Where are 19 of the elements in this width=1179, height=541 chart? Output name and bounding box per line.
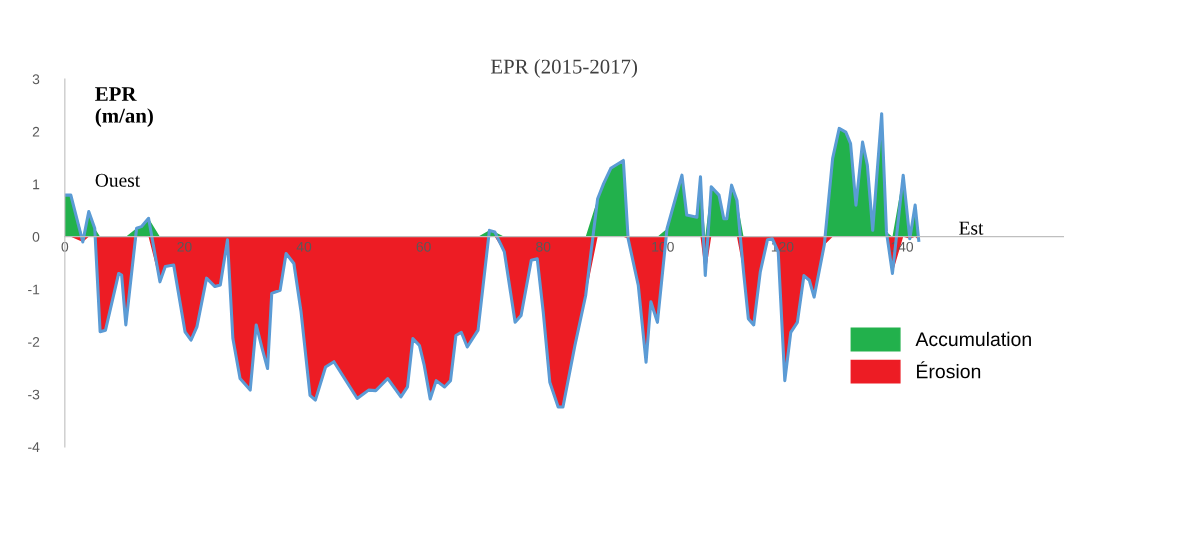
y-tick-label: 2 [32, 126, 40, 137]
x-tick-label: 0 [61, 241, 69, 252]
y-tick-label: 0 [32, 231, 40, 242]
y-tick-label: -4 [28, 442, 40, 452]
chart-title: EPR (2015-2017) [490, 58, 638, 78]
y-tick-label: 1 [33, 179, 40, 190]
y-tick-label: -3 [28, 389, 40, 400]
y-tick-label: -2 [28, 337, 40, 347]
x-tick-label: 60 [416, 241, 431, 252]
annotation: Ouest [95, 173, 141, 187]
annotation: Est [959, 221, 984, 235]
legend-label: Accumulation [915, 331, 1031, 347]
x-tick-label: 20 [177, 241, 192, 252]
legend-label: Érosion [917, 361, 981, 379]
x-tick-label: 80 [536, 241, 551, 252]
y-tick-label: 3 [32, 74, 40, 85]
x-tick-label: 40 [296, 241, 312, 252]
y-axis-title: EPR (m/an) [95, 87, 153, 128]
y-tick-label: -1 [28, 284, 40, 295]
